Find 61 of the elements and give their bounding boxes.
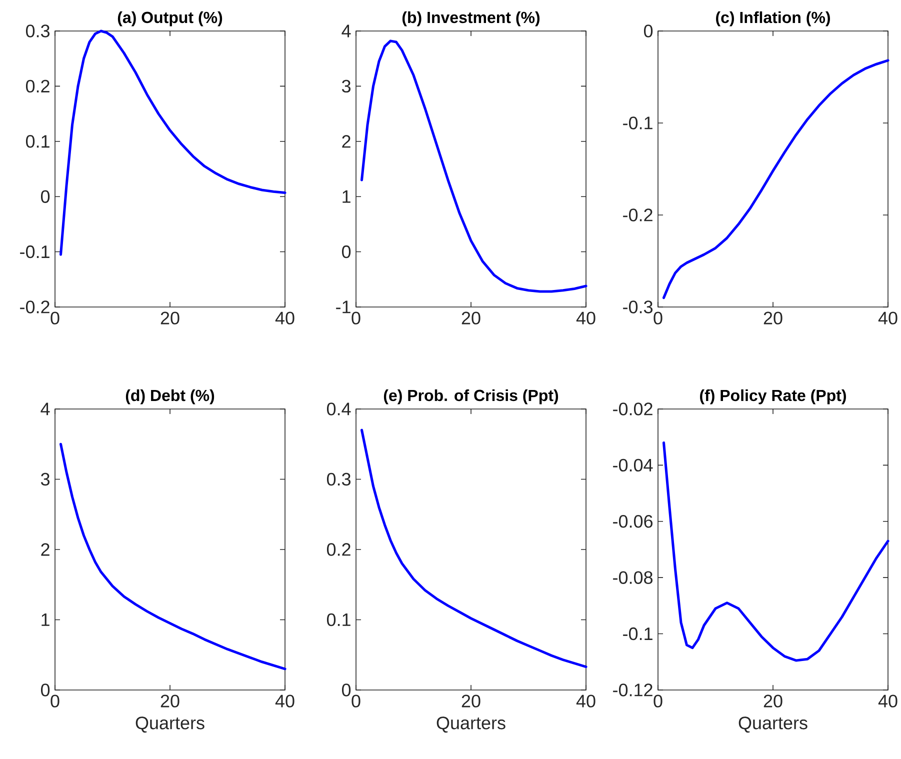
y-tick-label: -0.06: [613, 515, 652, 528]
x-tick-label: 20: [764, 312, 782, 324]
y-tick-label: 0: [644, 24, 653, 38]
x-tick-label: 20: [462, 694, 480, 708]
y-tick-label: 1: [342, 190, 350, 203]
line-series: [59, 30, 286, 256]
y-tick-label: 3: [40, 472, 50, 486]
y-tick-label: 2: [342, 135, 350, 148]
y-tick-label: 0: [342, 684, 351, 696]
y-tick-label: 1: [42, 614, 50, 626]
x-tick-label: 0: [50, 694, 60, 708]
x-tick-label: 40: [878, 312, 898, 324]
x-tick-label: 20: [160, 694, 180, 708]
y-tick-label: 0.2: [26, 80, 50, 93]
y-tick-label: -0.12: [613, 684, 652, 696]
x-tick-label: 40: [576, 312, 596, 324]
y-tick-label: 0: [342, 245, 351, 258]
line-series: [662, 59, 890, 300]
x-tick-label: 0: [654, 312, 662, 324]
y-tick-label: -0.1: [623, 116, 652, 130]
y-tick-label: 0.3: [326, 472, 351, 486]
x-axis-title: Quarters: [136, 716, 204, 733]
x-tick-label: 0: [352, 694, 360, 708]
x-axis-title: Quarters: [738, 716, 808, 733]
chart-title: (f) Policy Rate (Ppt): [700, 389, 846, 404]
chart-title: (e) Prob. of Crisis (Ppt): [384, 389, 558, 404]
y-tick-label: -1: [336, 300, 350, 314]
x-tick-label: 0: [50, 312, 60, 324]
y-tick-label: -0.3: [623, 300, 652, 314]
y-tick-label: 4: [40, 402, 50, 416]
x-tick-label: 40: [576, 694, 596, 708]
y-tick-label: -0.04: [613, 458, 653, 472]
x-tick-label: 40: [275, 694, 294, 708]
y-tick-label: -0.08: [613, 571, 652, 584]
x-tick-label: 20: [764, 694, 782, 708]
y-tick-label: 0: [40, 190, 50, 203]
chart-title: (d) Debt (%): [126, 389, 214, 404]
x-axis-title: Quarters: [436, 716, 506, 733]
y-tick-label: 2: [41, 543, 50, 556]
y-tick-label: 0.4: [326, 402, 351, 416]
y-tick-label: 0: [40, 684, 50, 696]
y-tick-label: 0.3: [26, 24, 50, 38]
y-tick-label: -0.02: [613, 402, 652, 416]
y-tick-label: -0.2: [623, 208, 652, 222]
y-tick-label: 3: [342, 80, 351, 93]
y-tick-label: -0.1: [20, 245, 50, 258]
x-tick-label: 40: [878, 694, 898, 708]
y-tick-label: 0.1: [326, 613, 350, 626]
chart-title: (c) Inflation (%): [716, 11, 830, 26]
y-tick-label: -0.1: [623, 627, 652, 640]
chart-title: (b) Investment (%): [402, 11, 540, 26]
y-tick-label: -0.2: [20, 300, 50, 314]
x-tick-label: 0: [352, 312, 360, 324]
chart-title: (a) Output (%): [118, 11, 222, 26]
x-tick-label: 20: [462, 312, 480, 324]
y-tick-label: 0.1: [26, 135, 50, 148]
y-tick-label: 0.2: [326, 543, 350, 556]
y-tick-label: 4: [342, 24, 351, 38]
x-tick-label: 40: [275, 312, 294, 324]
x-tick-label: 20: [160, 312, 180, 324]
x-tick-label: 0: [654, 694, 662, 708]
